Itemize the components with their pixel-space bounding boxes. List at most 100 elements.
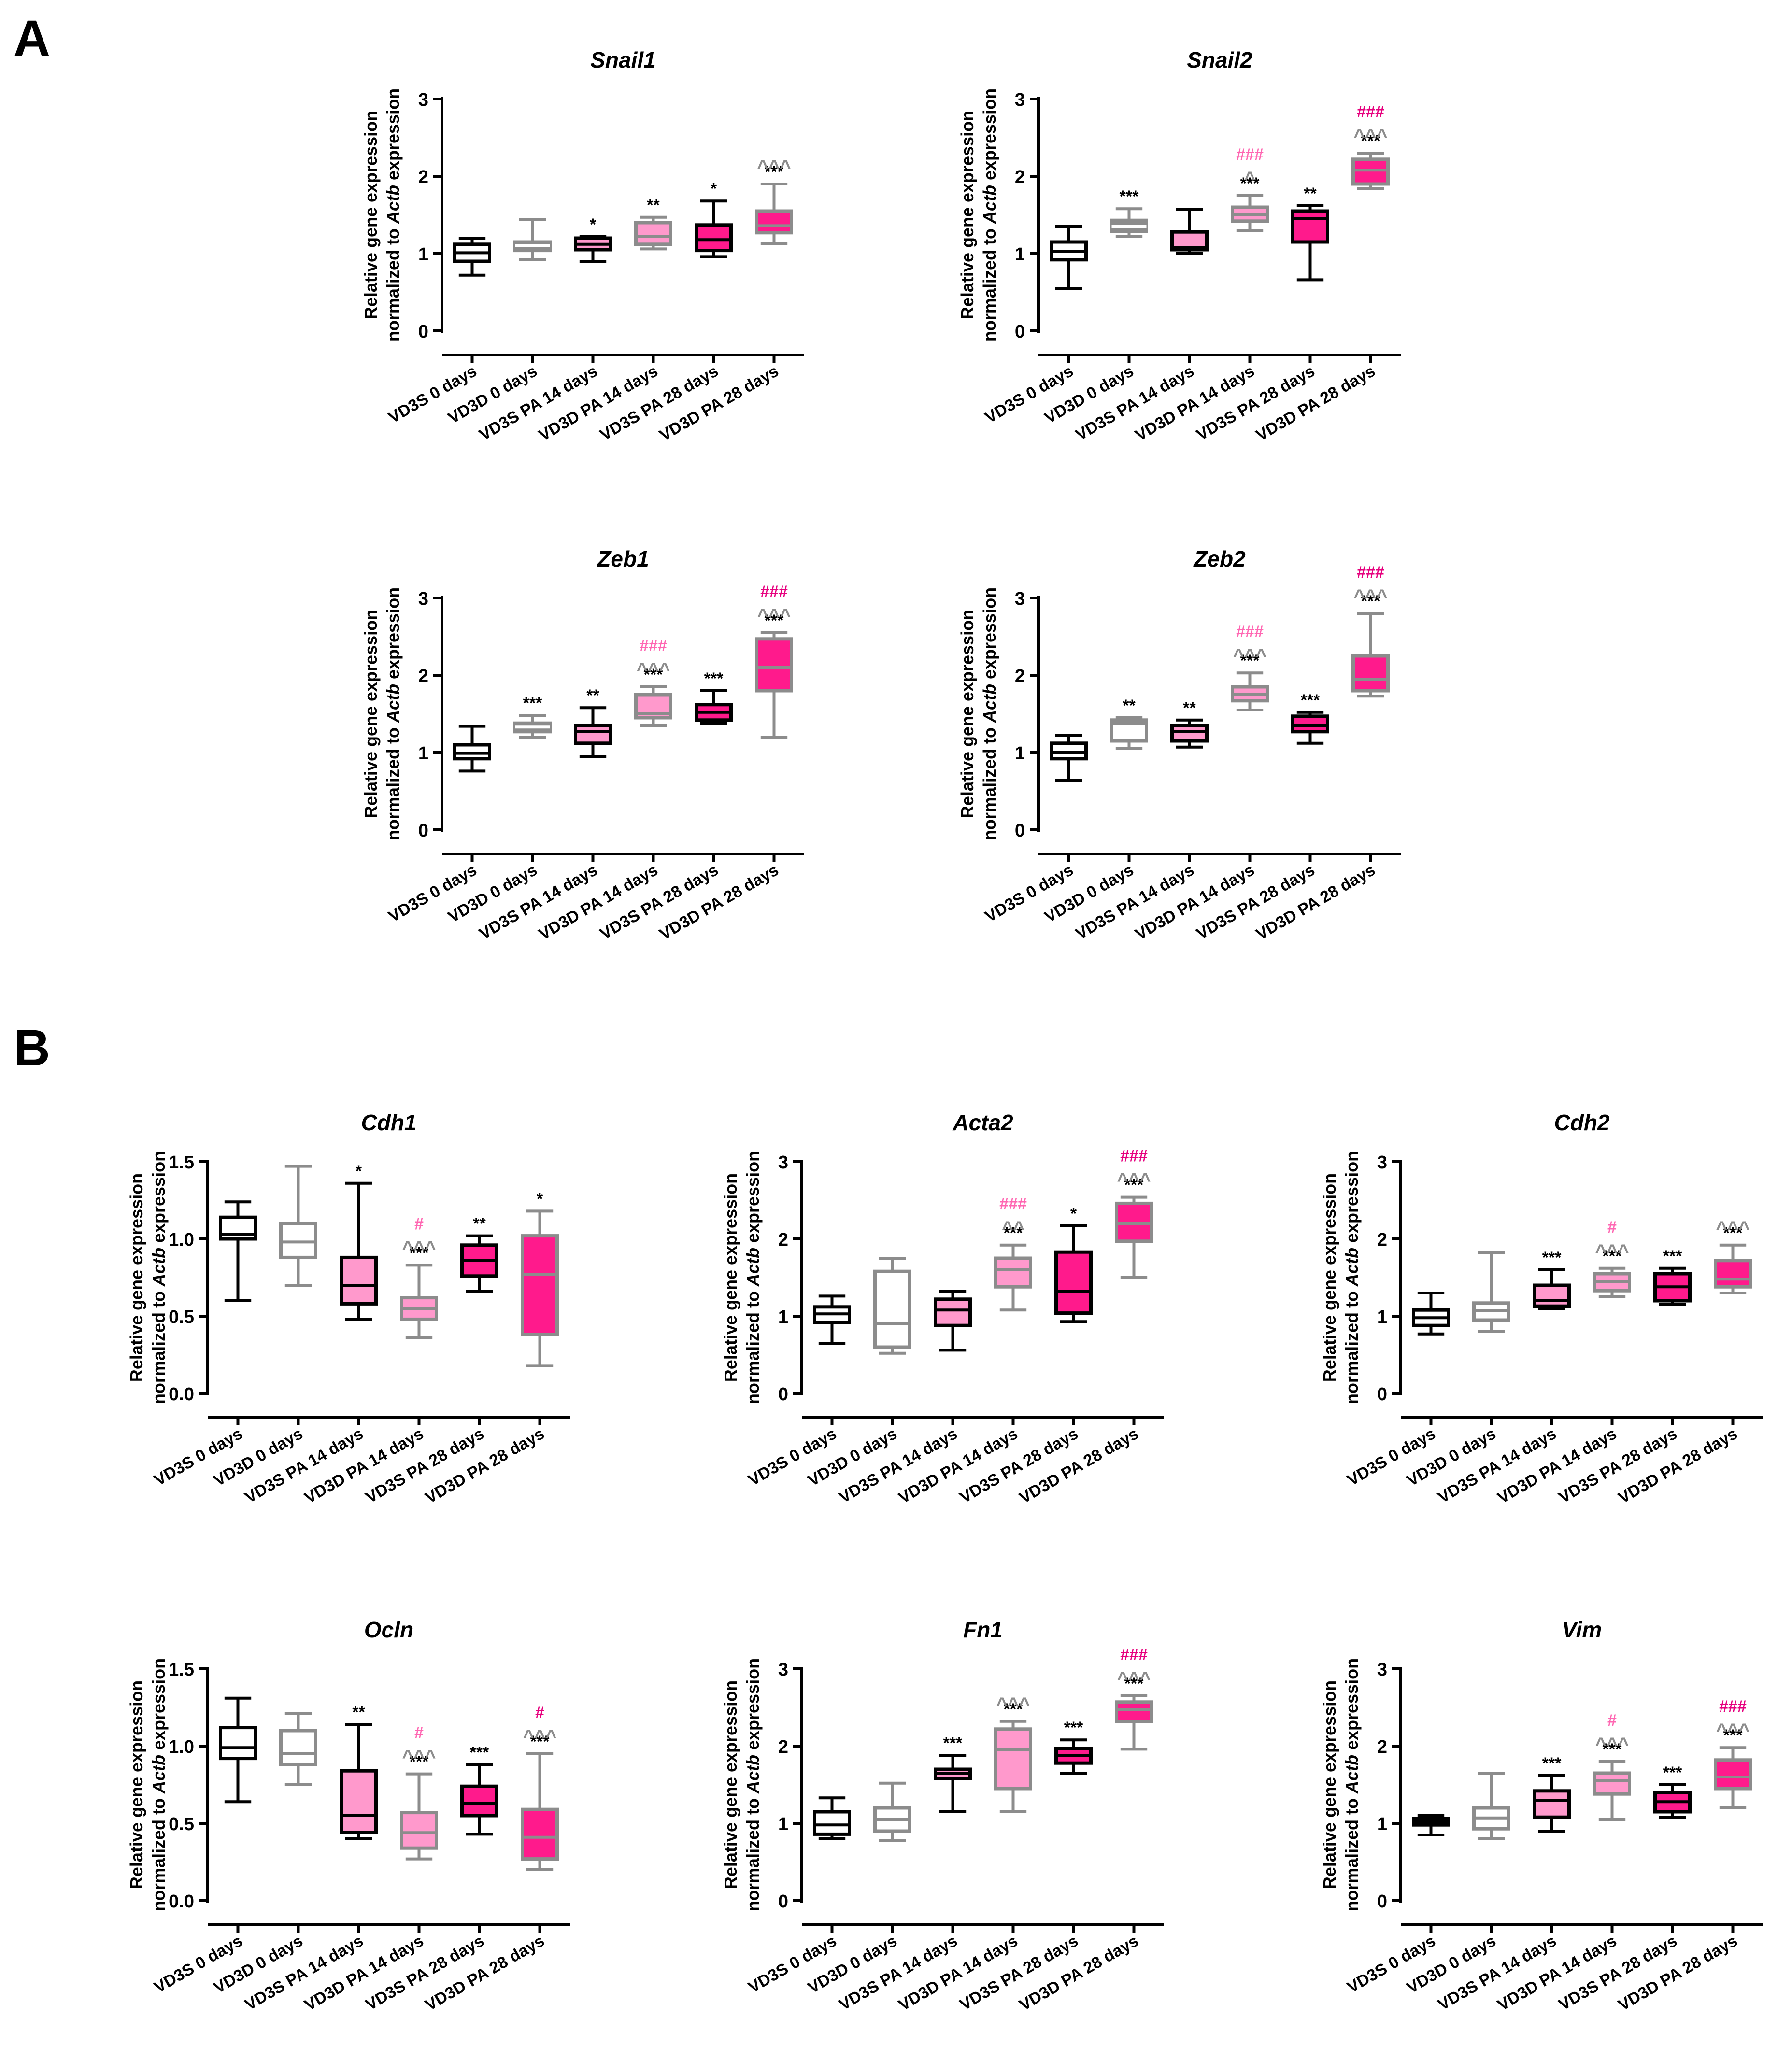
- significance-caret: ^^^: [1117, 1668, 1151, 1690]
- y-axis-label-gene: Actb: [383, 185, 403, 224]
- y-axis-label-gene: Actb: [980, 185, 999, 224]
- significance-star: ***: [530, 1733, 550, 1751]
- y-tick-label: 1: [1377, 1307, 1387, 1327]
- box-3: **: [574, 686, 612, 758]
- box-6: ***^^^: [755, 156, 793, 245]
- significance-hash_dark: ###: [1120, 1147, 1148, 1166]
- significance-caret: ^^^: [1353, 586, 1387, 607]
- y-axis-label-suffix: expression: [149, 1151, 169, 1248]
- significance-star: ***: [1663, 1247, 1682, 1265]
- y-tick-label: 1: [418, 244, 428, 265]
- significance-star: ***: [1542, 1754, 1562, 1773]
- significance-hash_light: ###: [1236, 623, 1264, 641]
- box-5: *: [695, 180, 733, 258]
- significance-star: ***: [1004, 1700, 1023, 1719]
- box-6: ***^^^: [1714, 1218, 1752, 1294]
- box-4: ***^^^ #: [1593, 1711, 1631, 1821]
- y-axis-label-line1: Relative gene expression: [721, 1680, 740, 1889]
- significance-star: ***: [1064, 1719, 1083, 1737]
- significance-caret: ^^^: [402, 1237, 436, 1259]
- box-4: ***^^^ #: [1593, 1218, 1631, 1298]
- significance-hash_light: #: [414, 1215, 424, 1233]
- significance-caret: ^^^: [757, 156, 791, 178]
- y-tick-label: 0: [778, 1891, 788, 1912]
- y-tick-label: 0.5: [169, 1814, 194, 1834]
- y-axis-label-gene: Actb: [980, 684, 999, 723]
- box-6: ***^^^ ###: [1351, 563, 1390, 698]
- box-2: [873, 1781, 911, 1842]
- box-4: ***^ ###: [1231, 145, 1269, 232]
- box-3: ***: [1533, 1754, 1571, 1833]
- box-5: ***: [1653, 1247, 1692, 1306]
- y-tick-label: 2: [418, 666, 428, 686]
- significance-star: ***: [644, 666, 663, 684]
- significance-hash_dark: ###: [1120, 1646, 1148, 1664]
- y-tick-label: 1: [1377, 1814, 1387, 1834]
- significance-star: ***: [1542, 1249, 1562, 1267]
- box-1: [1050, 734, 1088, 782]
- chart-fn1: Fn1 0 1 2 3 Relative gene expression normalize…: [721, 1617, 1164, 2015]
- y-axis-label-suffix: expression: [383, 88, 403, 185]
- significance-star: ***: [943, 1734, 963, 1752]
- box-2: ***: [513, 694, 552, 739]
- y-axis-label: Relative gene expression normalized to Ac…: [1320, 1658, 1362, 1911]
- y-tick-label: 0: [1377, 1891, 1387, 1912]
- y-axis-label-line2: normalized to: [980, 224, 999, 341]
- box-iqr: [755, 209, 793, 235]
- box-1: [813, 1294, 851, 1345]
- significance-caret: ^^^: [1595, 1241, 1629, 1262]
- y-tick-label: 0: [1015, 821, 1025, 841]
- significance-star: *: [1070, 1205, 1077, 1223]
- y-tick-label: 2: [1015, 167, 1025, 187]
- chart-title: Acta2: [952, 1110, 1013, 1135]
- y-axis-label-line2: normalized to: [383, 723, 403, 840]
- significance-star: ***: [1120, 187, 1139, 206]
- significance-caret: ^^^: [996, 1694, 1030, 1715]
- significance-hash_light: #: [1607, 1218, 1617, 1237]
- y-tick-label: 3: [1015, 90, 1025, 110]
- y-axis-label: Relative gene expression normalized to Ac…: [721, 1658, 763, 1911]
- chart-snail2: Snail2 0 1 2 3 Relative gene expression normal…: [957, 47, 1401, 445]
- significance-star: **: [352, 1703, 365, 1721]
- box-4: ***^^^ ###: [1231, 623, 1269, 711]
- chart-title: Zeb2: [1193, 546, 1246, 571]
- significance-star: ***: [1124, 1176, 1144, 1194]
- box-6: ***^^^ ###: [1714, 1697, 1752, 1809]
- box-5: ***: [1054, 1719, 1093, 1775]
- y-axis-label: Relative gene expression normalized to Ac…: [127, 1658, 169, 1911]
- box-4: ***^^ ###: [994, 1195, 1032, 1312]
- y-axis-label-gene: Actb: [743, 1755, 763, 1794]
- significance-star: **: [1123, 697, 1136, 715]
- significance-star: ***: [1361, 592, 1380, 611]
- y-tick-label: 3: [418, 589, 428, 609]
- box-1: [453, 237, 491, 277]
- y-tick-label: 0.0: [169, 1384, 194, 1405]
- box-iqr: [1533, 1283, 1571, 1308]
- significance-star: ***: [1663, 1763, 1682, 1782]
- y-axis-label: Relative gene expression normalized to Ac…: [361, 88, 403, 341]
- box-3: [1170, 208, 1209, 255]
- box-3: [934, 1290, 972, 1352]
- significance-star: ***: [765, 611, 784, 630]
- y-axis-label-line2: normalized to: [1342, 1286, 1362, 1404]
- significance-caret: ^^^: [1233, 645, 1266, 667]
- box-iqr: [994, 1256, 1032, 1289]
- box-5: **: [1291, 185, 1329, 282]
- y-axis-label-line1: Relative gene expression: [361, 610, 381, 818]
- y-tick-label: 3: [418, 90, 428, 110]
- significance-star: *: [356, 1162, 362, 1180]
- box-iqr: [934, 1297, 972, 1327]
- significance-hash_light: #: [1607, 1711, 1617, 1730]
- box-4: ***^^^ #: [400, 1215, 438, 1339]
- box-5: ***: [695, 669, 733, 725]
- box-3: **: [1170, 699, 1209, 749]
- box-iqr: [219, 1726, 257, 1761]
- significance-star: ***: [523, 694, 542, 712]
- y-axis-label-line1: Relative gene expression: [127, 1680, 146, 1889]
- box-1: [813, 1796, 851, 1840]
- y-axis-label-line1: Relative gene expression: [361, 111, 381, 319]
- significance-star: ***: [1603, 1247, 1622, 1265]
- y-tick-label: 1: [778, 1814, 788, 1834]
- significance-star: ***: [765, 163, 784, 181]
- y-axis-label-line2: normalized to: [149, 1793, 169, 1911]
